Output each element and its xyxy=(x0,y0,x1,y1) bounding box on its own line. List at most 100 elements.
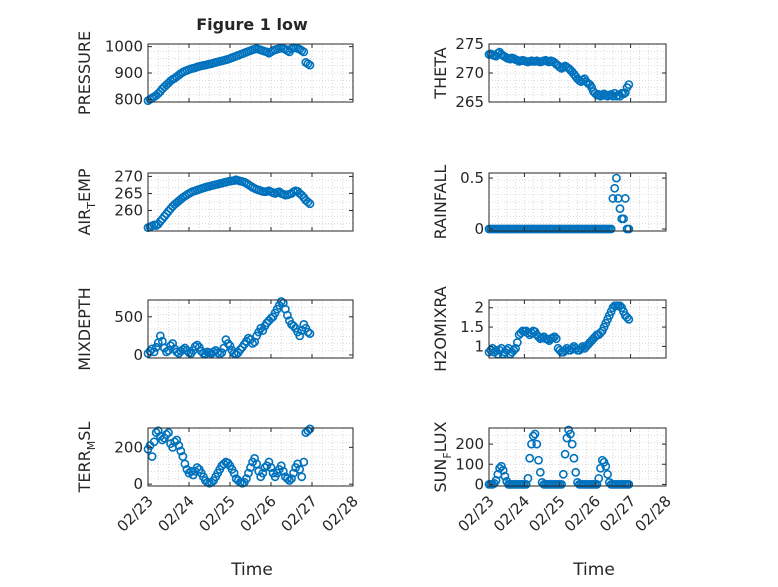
data-point xyxy=(192,340,202,350)
data-point xyxy=(512,338,522,347)
y-axis-label: MIXDEPTH xyxy=(75,287,94,370)
series-markers xyxy=(484,47,634,101)
y-axis-label-tail: LUX xyxy=(431,421,450,452)
data-point xyxy=(168,339,177,348)
y-tick-label: 265 xyxy=(455,93,484,111)
data-point xyxy=(615,204,625,214)
data-point xyxy=(560,449,570,459)
y-tick-label: 265 xyxy=(114,184,143,202)
x-tick-label: 02/24 xyxy=(490,492,533,535)
x-tick-label: 02/27 xyxy=(596,492,639,535)
x-tick-label: 02/23 xyxy=(455,492,498,535)
data-point xyxy=(217,348,227,358)
data-point xyxy=(254,466,264,476)
axes-box xyxy=(147,172,354,232)
x-tick-label: 02/28 xyxy=(632,492,675,535)
y-axis-label-main: RAINFALL xyxy=(431,165,450,240)
data-point xyxy=(248,339,257,348)
data-point xyxy=(235,345,245,355)
y-tick-label: 2 xyxy=(474,299,484,317)
data-point xyxy=(509,345,519,355)
y-tick-label: 0 xyxy=(133,346,143,364)
data-point xyxy=(162,347,171,357)
axes-box xyxy=(147,299,354,359)
y-tick-label: 1.5 xyxy=(460,318,484,336)
data-point xyxy=(213,348,223,358)
data-point xyxy=(289,321,298,331)
data-point xyxy=(223,339,233,348)
data-point xyxy=(608,194,618,203)
axes-box xyxy=(488,427,667,487)
data-point xyxy=(601,461,611,471)
y-tick-label: 0 xyxy=(474,220,484,238)
y-axis-label: RAINFALL xyxy=(431,165,450,240)
y-axis-label-subscript: M xyxy=(85,441,98,451)
x-tick-label: 02/27 xyxy=(278,492,321,535)
data-point xyxy=(599,457,609,467)
x-tick-label: 02/23 xyxy=(114,492,157,535)
x-tick-label: 02/25 xyxy=(525,492,568,535)
y-tick-label: 270 xyxy=(114,167,143,185)
data-point xyxy=(297,472,307,482)
data-point xyxy=(278,466,288,476)
data-point xyxy=(500,471,510,481)
data-point xyxy=(164,428,173,438)
data-point xyxy=(613,194,623,203)
x-tick-label: 02/26 xyxy=(237,492,280,535)
data-point xyxy=(569,453,579,463)
y-axis-label-main: THETA xyxy=(431,47,450,99)
data-point xyxy=(496,461,506,471)
data-point xyxy=(578,341,588,351)
data-point xyxy=(176,446,186,456)
figure-title: Figure 1 low xyxy=(196,15,308,34)
data-point xyxy=(305,424,315,434)
data-point xyxy=(523,473,533,483)
data-point xyxy=(606,224,616,234)
data-point xyxy=(303,327,313,337)
y-tick-label: 200 xyxy=(114,438,143,456)
data-point xyxy=(147,452,157,461)
data-point xyxy=(551,334,561,344)
data-point xyxy=(180,459,190,469)
data-point xyxy=(287,474,296,484)
y-axis-label-main: PRESSURE xyxy=(75,31,94,115)
data-point xyxy=(246,463,255,472)
data-point xyxy=(266,313,276,323)
y-axis-label: TERRMSL xyxy=(75,422,98,494)
data-point xyxy=(530,429,540,439)
series-markers xyxy=(143,424,315,488)
x-tick-label: 02/26 xyxy=(561,492,604,535)
subplot-mixdepth: 0 500 MIXDEPTH xyxy=(75,287,354,371)
data-point xyxy=(594,473,604,483)
data-point xyxy=(305,60,315,70)
data-point xyxy=(528,431,538,441)
y-axis-label-subscript: F xyxy=(441,452,454,458)
y-tick-label: 200 xyxy=(455,435,484,453)
y-tick-label: 500 xyxy=(114,308,143,326)
grid xyxy=(489,173,666,231)
data-point xyxy=(534,455,543,465)
data-point xyxy=(276,297,286,306)
y-tick-label: 900 xyxy=(114,64,143,82)
y-axis-label: THETA xyxy=(431,47,450,99)
y-axis-label-main: SUN xyxy=(431,459,450,493)
series-markers xyxy=(484,301,634,359)
data-point xyxy=(157,435,167,445)
data-point xyxy=(624,479,634,489)
data-point xyxy=(225,341,235,351)
data-point xyxy=(525,453,535,463)
data-point xyxy=(285,476,294,485)
data-point xyxy=(624,224,634,234)
data-point xyxy=(172,435,182,445)
y-axis-label-tail: SL xyxy=(75,422,94,441)
y-tick-label: 0 xyxy=(133,475,143,493)
y-tick-label: 0.5 xyxy=(460,169,484,187)
data-point xyxy=(610,183,620,193)
data-point xyxy=(557,479,566,489)
subplot-theta: 265 270 275 THETA xyxy=(431,35,667,111)
data-point xyxy=(244,333,253,343)
data-point xyxy=(260,463,270,472)
